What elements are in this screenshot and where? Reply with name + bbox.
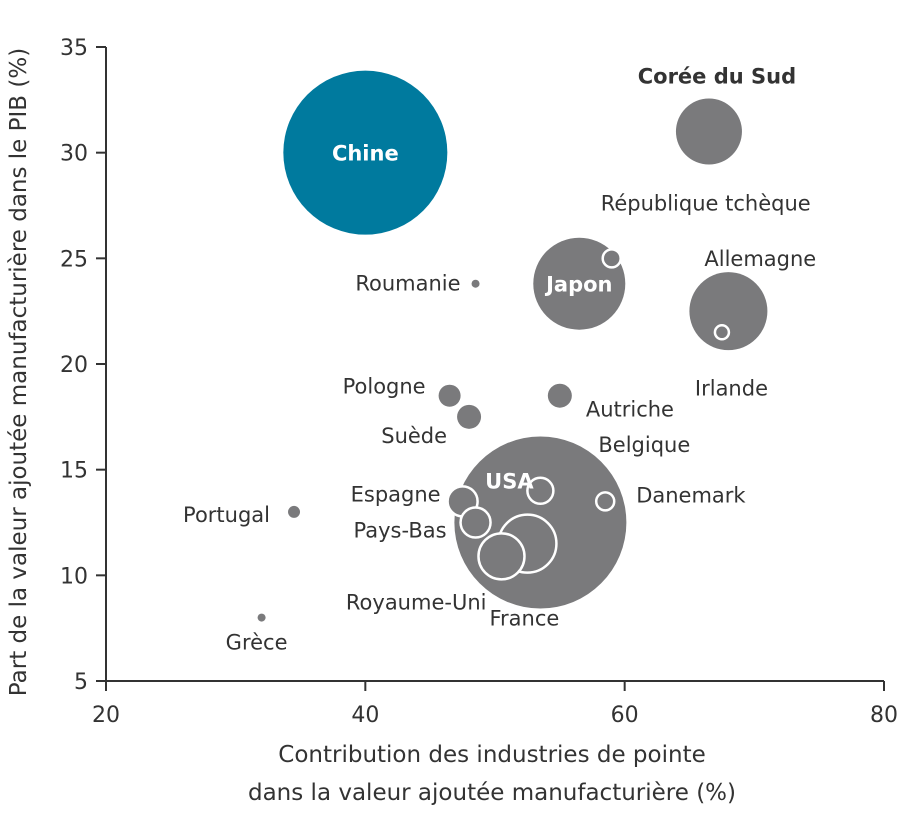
point-labels: Chine Corée du Sud Japon République tchèque… <box>183 65 816 655</box>
point-label-usa: USA <box>485 470 534 494</box>
point-label-danemark: Danemark <box>636 483 746 507</box>
x-tick-label: 60 <box>611 703 639 728</box>
y-tick-label: 35 <box>60 36 88 61</box>
bubble-chine <box>283 70 448 235</box>
y-tick-label: 25 <box>60 247 88 272</box>
y-tick-label: 5 <box>74 670 88 695</box>
bubble-republique-tcheque <box>601 248 622 269</box>
point-label-royaume-uni: Royaume-Uni <box>346 590 487 614</box>
bubble-danemark <box>594 491 616 512</box>
bubble-roumanie <box>471 279 480 288</box>
bubble-portugal <box>288 505 301 518</box>
point-label-chine: Chine <box>332 142 399 166</box>
bubble-royaume-uni <box>477 532 526 581</box>
bubble-suede <box>457 404 482 429</box>
point-label-grece: Grèce <box>226 631 288 655</box>
bubble-grece <box>257 613 266 622</box>
point-label-pays-bas: Pays-Bas <box>354 519 447 543</box>
bubble-pays-bas <box>459 506 492 539</box>
y-tick-label: 20 <box>60 353 88 378</box>
bubble-allemagne <box>689 272 768 351</box>
point-label-france: France <box>489 607 559 631</box>
x-axis-title-line-1: Contribution des industries de pointe <box>278 742 705 768</box>
bubbles <box>257 70 768 622</box>
point-label-belgique: Belgique <box>598 433 690 457</box>
x-axis-title-line-2: dans la valeur ajoutée manufacturière (%… <box>248 780 736 806</box>
bubble-pologne <box>438 384 461 407</box>
point-label-japon: Japon <box>544 273 612 297</box>
y-tick-label: 10 <box>60 564 88 589</box>
y-axis-title: Part de la valeur ajoutée manufacturière… <box>6 48 32 696</box>
bubble-autriche <box>547 383 572 408</box>
y-tick-label: 30 <box>60 142 88 167</box>
x-tick-label: 20 <box>92 703 120 728</box>
y-tick-label: 15 <box>60 459 88 484</box>
point-label-roumanie: Roumanie <box>355 272 460 296</box>
x-tick-label: 40 <box>351 703 379 728</box>
bubble-irlande <box>713 324 731 341</box>
point-label-espagne: Espagne <box>351 482 441 506</box>
bubble-coree-du-sud <box>675 98 742 165</box>
point-label-autriche: Autriche <box>586 398 674 422</box>
point-label-republique-tcheque: République tchèque <box>601 191 811 215</box>
bubble-belgique <box>526 476 555 506</box>
ticks: 20 40 60 80 5 10 15 20 25 30 35 <box>60 36 898 728</box>
point-label-allemagne: Allemagne <box>704 247 816 271</box>
point-label-suede: Suède <box>381 424 447 448</box>
point-label-portugal: Portugal <box>183 503 270 527</box>
point-label-coree-du-sud: Corée du Sud <box>638 65 796 89</box>
point-label-irlande: Irlande <box>695 376 768 400</box>
point-label-pologne: Pologne <box>343 375 426 399</box>
x-tick-label: 80 <box>870 703 898 728</box>
